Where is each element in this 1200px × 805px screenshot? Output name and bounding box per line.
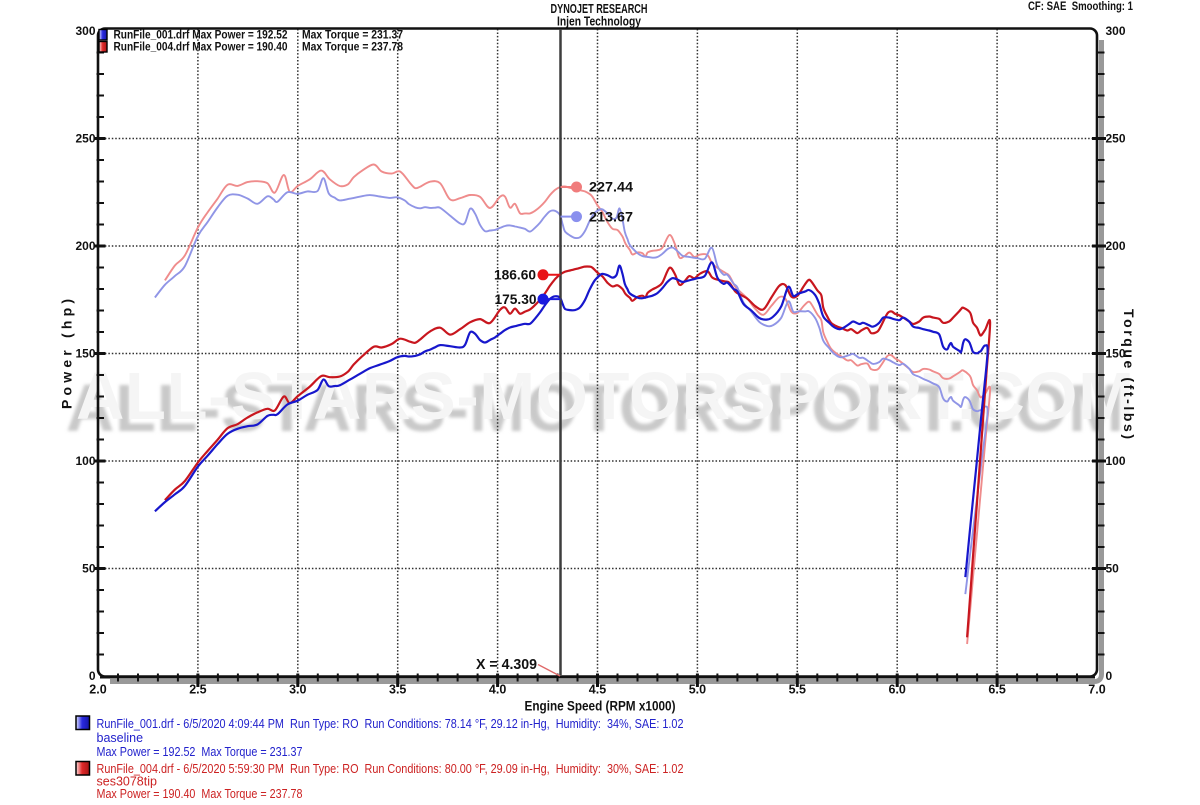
svg-text:ses3078tip: ses3078tip [97,775,158,789]
svg-text:RunFile_004.drf Max Power = 19: RunFile_004.drf Max Power = 190.40 [114,42,288,54]
svg-text:200: 200 [75,239,95,253]
svg-text:50: 50 [82,562,96,576]
svg-text:ALL-STARS-MOTORSPORT.COM: ALL-STARS-MOTORSPORT.COM [66,371,1124,446]
svg-text:0: 0 [89,669,96,683]
svg-text:Injen Technology: Injen Technology [557,15,641,29]
svg-text:186.60: 186.60 [494,268,536,283]
svg-text:5.0: 5.0 [689,683,706,697]
svg-text:100: 100 [1106,454,1126,468]
svg-text:4.0: 4.0 [489,683,506,697]
svg-text:Max Power = 190.40 Max Torque: Max Power = 190.40 Max Torque = 237.78 [97,787,303,800]
svg-text:200: 200 [1106,239,1126,253]
svg-text:Max Power = 192.52 Max Torque: Max Power = 192.52 Max Torque = 231.37 [97,745,303,759]
svg-text:4.5: 4.5 [589,683,606,697]
svg-text:300: 300 [1106,24,1126,38]
svg-text:250: 250 [1106,132,1126,146]
svg-text:300: 300 [75,24,95,38]
svg-text:ALL-STARS-MOTORSPORT.COM: ALL-STARS-MOTORSPORT.COM [76,359,1134,434]
svg-text:213.67: 213.67 [589,210,633,225]
svg-text:RunFile_001.drf Max Power = 19: RunFile_001.drf Max Power = 192.52 [114,30,288,42]
svg-text:Torque (ft-lbs): Torque (ft-lbs) [1121,309,1137,439]
svg-text:7.0: 7.0 [1088,683,1105,697]
svg-text:3.5: 3.5 [389,683,406,697]
svg-text:Max Torque = 237.78: Max Torque = 237.78 [302,42,404,54]
svg-text:DYNOJET RESEARCH: DYNOJET RESEARCH [551,2,648,16]
svg-text:2.5: 2.5 [189,683,206,697]
svg-text:50: 50 [1106,562,1120,576]
svg-text:5.5: 5.5 [789,683,806,697]
svg-text:CF: SAE Smoothing: 1: CF: SAE Smoothing: 1 [1028,1,1133,13]
svg-text:227.44: 227.44 [589,180,634,195]
svg-text:3.0: 3.0 [289,683,306,697]
svg-text:baseline: baseline [97,731,144,745]
svg-text:150: 150 [1106,347,1126,361]
svg-text:Engine Speed (RPM x1000): Engine Speed (RPM x1000) [525,699,676,714]
svg-text:2.0: 2.0 [89,683,106,697]
svg-text:175.30: 175.30 [495,292,537,307]
svg-text:150: 150 [75,347,95,361]
svg-text:250: 250 [75,132,95,146]
svg-text:6.5: 6.5 [988,683,1005,697]
svg-text:0: 0 [1106,669,1113,683]
svg-text:Power (hp): Power (hp) [59,299,75,409]
svg-text:6.0: 6.0 [889,683,906,697]
svg-text:RunFile_004.drf - 6/5/2020 5:5: RunFile_004.drf - 6/5/2020 5:59:30 PM Ru… [97,762,684,776]
svg-text:100: 100 [75,454,95,468]
svg-text:Max Torque = 231.37: Max Torque = 231.37 [302,30,403,42]
svg-text:X = 4.309: X = 4.309 [476,656,537,673]
svg-text:RunFile_001.drf - 6/5/2020 4:0: RunFile_001.drf - 6/5/2020 4:09:44 PM Ru… [97,717,684,731]
